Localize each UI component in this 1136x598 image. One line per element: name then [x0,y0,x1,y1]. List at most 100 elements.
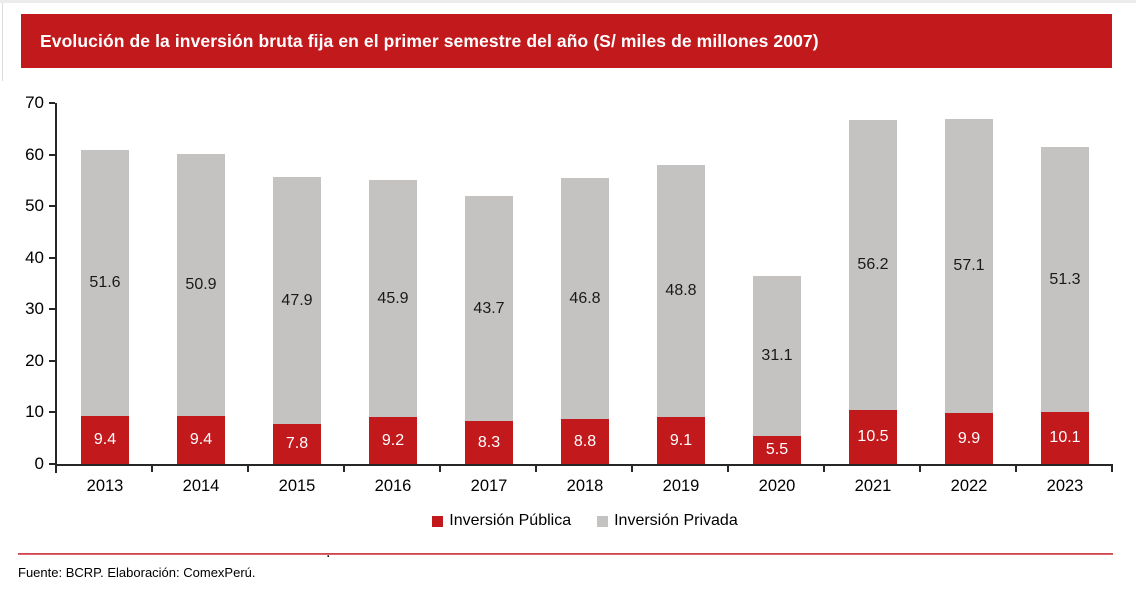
bar-label-privada-2017: 43.7 [473,299,505,317]
top-hairline [0,0,1136,3]
y-axis-label: 20 [25,350,44,370]
y-axis-label: 0 [34,454,44,473]
bar-segment-privada-2016 [369,180,417,417]
stray-period: . [326,544,331,561]
bar-segment-privada-2023 [1041,147,1089,412]
bar-label-privada-2013: 51.6 [89,274,121,291]
x-axis-tick [1111,464,1113,472]
bar-segment-privada-2018 [561,178,609,419]
bar-label-privada-2022: 57.1 [953,257,985,274]
y-axis-tick [49,256,55,259]
bar-segment-privada-2017 [465,196,513,421]
legend-item-inversion-publica: Inversión Pública [432,512,571,530]
left-hairline [2,3,3,81]
bar-label-publica-2022: 9.9 [957,429,981,447]
y-axis-tick [49,463,55,465]
bar-segment-privada-2013 [81,150,129,416]
x-axis-tick [151,464,153,472]
legend-swatch-publica-icon [432,515,444,527]
bar-label-privada-2018: 46.8 [569,289,601,307]
x-axis-tick [1015,464,1017,472]
legend-item-inversion-privada: Inversión Privada [597,512,738,530]
bar-segment-privada-2015 [273,177,321,424]
bar-label-publica-2020: 5.5 [765,441,789,458]
bar-label-privada-2014: 50.9 [185,276,217,293]
chart-title: Evolución de la inversión bruta fija en … [40,30,819,51]
bar-segment-privada-2020 [753,276,801,436]
chart-title-banner: Evolución de la inversión bruta fija en … [21,14,1112,68]
y-axis-tick [49,205,55,208]
y-axis-tick [49,359,55,362]
y-axis-label: 40 [25,247,44,267]
x-axis-label-2021: 2021 [854,477,892,495]
x-axis-tick [631,464,633,472]
bar-segment-publica-2013 [81,416,129,464]
bar-segment-publica-2022 [945,413,993,464]
x-axis-tick [823,464,825,472]
x-axis-label-2014: 2014 [182,477,220,495]
bar-label-privada-2021: 56.2 [857,256,889,273]
bar-segment-privada-2019 [657,165,705,417]
y-axis-line [55,103,57,473]
bar-segment-privada-2022 [945,119,993,413]
x-axis-label-2016: 2016 [374,477,412,495]
bar-segment-publica-2021 [849,410,897,464]
x-axis-label-2022: 2022 [950,477,988,495]
bar-label-publica-2023: 10.1 [1049,429,1081,446]
bar-segment-publica-2015 [273,424,321,464]
bar-label-publica-2017: 8.3 [477,433,501,451]
x-axis-label-2018: 2018 [566,477,604,495]
bar-segment-publica-2014 [177,416,225,464]
bar-segment-publica-2016 [369,417,417,464]
bar-segment-publica-2023 [1041,412,1089,464]
x-axis-label-2019: 2019 [662,477,700,495]
bar-segment-publica-2017 [465,421,513,464]
x-axis-label-2013: 2013 [86,477,124,495]
bar-label-publica-2015: 7.8 [285,435,309,452]
y-axis-tick [49,102,55,104]
separator-line [18,553,1113,555]
x-axis-tick [55,464,57,472]
x-axis-tick [343,464,345,472]
bar-label-privada-2020: 31.1 [761,347,793,364]
x-axis-tick [919,464,921,472]
bar-segment-publica-2020 [753,436,801,464]
y-axis-label: 60 [25,144,44,164]
y-axis-label: 30 [25,299,44,319]
bar-segment-publica-2018 [561,419,609,464]
bar-label-publica-2016: 9.2 [381,431,405,449]
bar-label-privada-2016: 45.9 [377,289,409,307]
x-axis-tick [535,464,537,472]
legend-label-publica: Inversión Pública [449,512,572,529]
x-axis-line [55,464,1113,466]
source-note: Fuente: BCRP. Elaboración: ComexPerú. [18,565,256,580]
bar-label-publica-2019: 9.1 [669,431,693,449]
bar-label-publica-2014: 9.4 [189,431,213,448]
x-axis-tick [247,464,249,472]
bar-segment-privada-2014 [177,154,225,416]
y-axis-label: 70 [25,93,44,112]
x-axis-label-2023: 2023 [1046,477,1084,495]
x-axis-label-2017: 2017 [470,477,508,495]
bar-label-publica-2018: 8.8 [573,432,597,450]
bar-label-publica-2013: 9.4 [93,431,117,448]
legend: Inversión Pública Inversión Privada [57,512,1113,530]
y-axis-label: 50 [25,196,44,216]
y-axis-tick [49,308,55,311]
x-axis-tick [727,464,729,472]
bar-label-privada-2019: 48.8 [665,282,697,299]
bar-label-publica-2021: 10.5 [857,428,889,445]
y-axis-tick [49,153,55,156]
bar-label-privada-2015: 47.9 [281,291,313,309]
bar-label-privada-2023: 51.3 [1049,270,1081,288]
y-axis-tick [49,411,55,414]
x-axis-label-2015: 2015 [278,477,316,495]
x-axis-tick [439,464,441,472]
bar-segment-publica-2019 [657,417,705,464]
legend-label-privada: Inversión Privada [614,512,738,529]
legend-swatch-privada-icon [597,515,609,527]
x-axis-label-2020: 2020 [758,477,796,495]
y-axis-label: 10 [25,402,44,422]
